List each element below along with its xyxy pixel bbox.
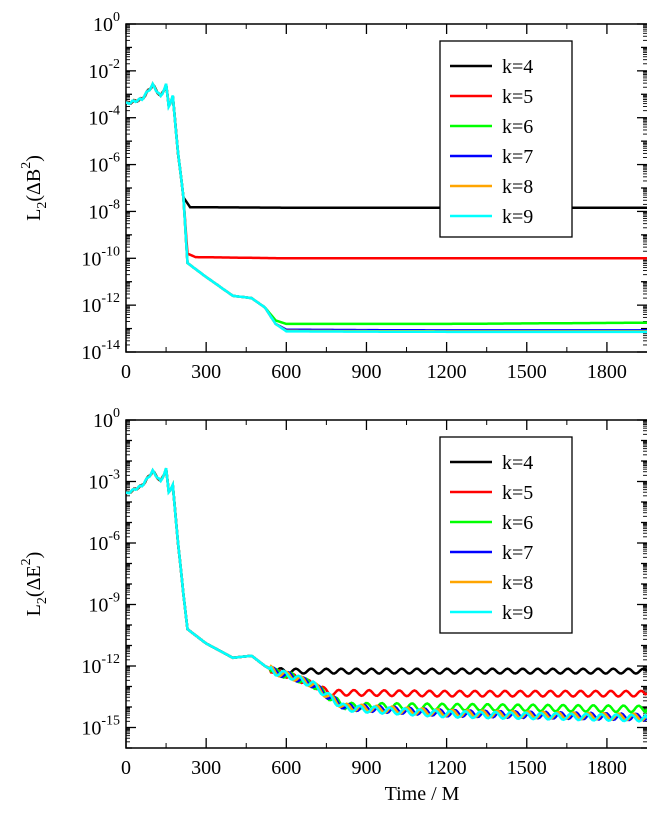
x-tick-label: 0 xyxy=(121,361,131,383)
y-tick-label: 10-12 xyxy=(81,291,120,317)
x-axis-title: Time / M xyxy=(385,783,460,805)
legend-label: k=8 xyxy=(502,572,533,594)
y-tick-label: 10-14 xyxy=(81,338,120,364)
legend-label: k=6 xyxy=(502,116,533,138)
legend-label: k=5 xyxy=(502,86,533,108)
y-tick-label: 10-6 xyxy=(88,529,120,555)
x-tick-label: 1800 xyxy=(587,361,627,383)
y-axis-title: L2(ΔE2) xyxy=(19,552,50,617)
legend: k=4 k=5 k=6 k=7 k=8 k=9 xyxy=(439,40,573,238)
legend-box xyxy=(439,40,573,238)
y-tick-label: 100 xyxy=(93,406,120,432)
y-tick-label: 10-2 xyxy=(88,57,120,83)
legend-label: k=6 xyxy=(502,512,533,534)
x-tick-label: 900 xyxy=(351,361,381,383)
legend-label: k=9 xyxy=(502,206,533,228)
y-tick-label: 10-9 xyxy=(88,591,120,617)
y-tick-label: 10-10 xyxy=(81,244,120,270)
legend-label: k=7 xyxy=(502,542,533,564)
x-tick-label: 1200 xyxy=(427,361,467,383)
y-tick-label: 100 xyxy=(93,10,120,36)
legend-label: k=4 xyxy=(502,452,533,474)
x-tick-label: 1200 xyxy=(427,757,467,779)
y-tick-label: 10-12 xyxy=(81,652,120,678)
legend-label: k=9 xyxy=(502,602,533,624)
legend-label: k=7 xyxy=(502,146,533,168)
x-tick-label: 900 xyxy=(351,757,381,779)
y-tick-label: 10-6 xyxy=(88,151,120,177)
legend-label: k=4 xyxy=(502,56,533,78)
legend-label: k=8 xyxy=(502,176,533,198)
panel-2: 0 300 600 900 1200 1500 1800 100 10-3 10-6 10-9 10-… xyxy=(19,406,647,805)
series-line-k=5 xyxy=(126,82,647,260)
y-tick-label: 10-8 xyxy=(88,197,120,223)
x-tick-label: 600 xyxy=(271,361,301,383)
x-tick-label: 300 xyxy=(191,757,221,779)
panel-1: 0 300 600 900 1200 1500 1800 100 10-2 10-4 10-6 10-… xyxy=(19,10,647,383)
y-tick-label: 10-4 xyxy=(88,104,120,130)
y-axis-title: L2(ΔB2) xyxy=(19,155,50,221)
series-line-k=9 xyxy=(126,80,647,334)
x-tick-label: 600 xyxy=(271,757,301,779)
x-tick-label: 300 xyxy=(191,361,221,383)
x-tick-label: 1500 xyxy=(507,361,547,383)
x-tick-label: 1500 xyxy=(507,757,547,779)
legend: k=4 k=5 k=6 k=7 k=8 k=9 xyxy=(439,436,573,634)
series-line-k=9 xyxy=(126,467,647,723)
legend-box xyxy=(439,436,573,634)
y-tick-label: 10-3 xyxy=(88,468,120,494)
y-tick-label: 10-15 xyxy=(81,714,120,740)
legend-label: k=5 xyxy=(502,482,533,504)
x-tick-label: 1800 xyxy=(587,757,627,779)
x-tick-label: 0 xyxy=(121,757,131,779)
